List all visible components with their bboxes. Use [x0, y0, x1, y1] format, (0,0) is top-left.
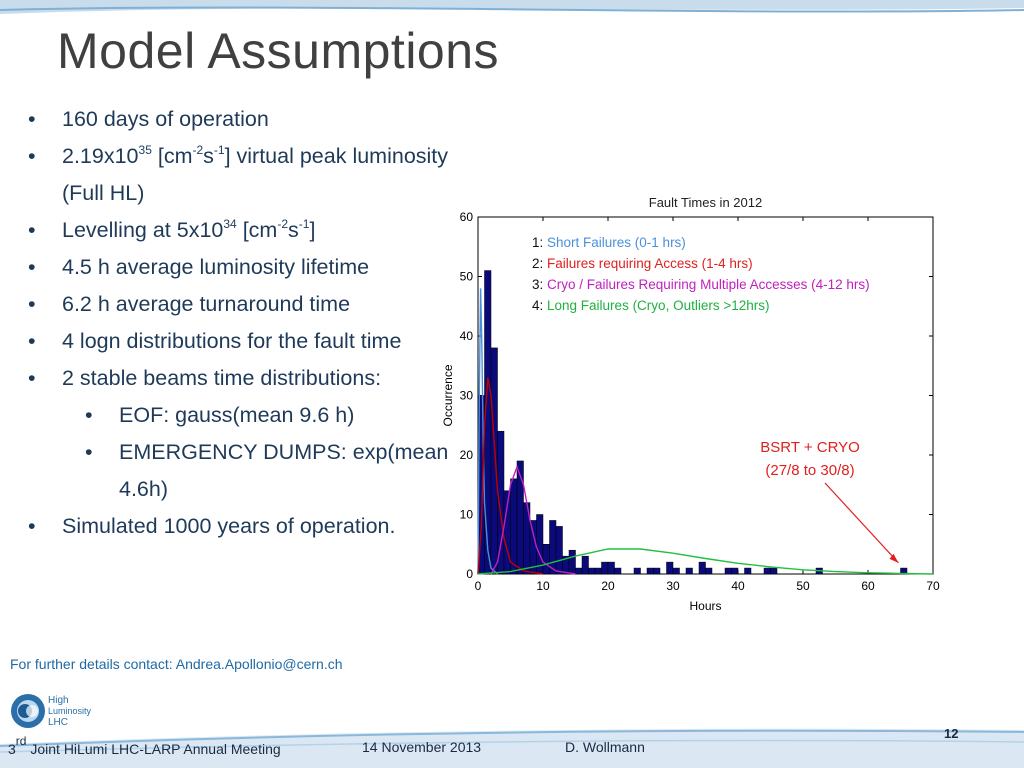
- x-tick-label: 40: [731, 579, 745, 593]
- contact-text: For further details contact: Andrea.Apol…: [10, 656, 343, 672]
- bullet-item: • 2.19x1035 [cm-2s-1] virtual peak lumino…: [28, 143, 449, 168]
- legend-entry: 4: Long Failures (Cryo, Outliers >12hrs): [532, 298, 769, 313]
- page-number: 12: [944, 726, 959, 741]
- histogram-bar: [633, 567, 641, 575]
- histogram-bar: [705, 567, 713, 575]
- y-axis-label: Occurrence: [441, 364, 455, 426]
- bullet-item: • Levelling at 5x1034 [cm-2s-1]: [28, 217, 316, 242]
- svg-text:LHC: LHC: [48, 717, 68, 728]
- histogram-bar: [510, 478, 518, 575]
- histogram-bar: [484, 270, 492, 575]
- y-tick-label: 50: [460, 270, 474, 284]
- svg-text:Luminosity: Luminosity: [48, 706, 92, 716]
- histogram-bar: [666, 561, 674, 575]
- footer-date: 14 November 2013: [362, 739, 482, 755]
- histogram-bar: [646, 567, 654, 575]
- annotation-arrow-line: [824, 482, 899, 564]
- y-tick-label: 40: [460, 329, 474, 343]
- histogram-bar: [672, 567, 680, 575]
- fit-curve: [490, 464, 576, 575]
- y-tick-label: 30: [460, 389, 474, 403]
- histogram-bar: [724, 567, 732, 575]
- y-tick-label: 10: [460, 508, 474, 522]
- x-tick-label: 20: [601, 579, 615, 593]
- x-tick-label: 50: [796, 579, 810, 593]
- sub-bullet-continuation: 4.6h): [119, 477, 169, 501]
- fit-curve: [477, 548, 934, 575]
- histogram-bar: [542, 544, 550, 575]
- histogram-bar: [594, 567, 602, 575]
- assumptions-list: • 160 days of operation • 2.19x1035 [cm-2s…: [28, 101, 448, 545]
- histogram-bar: [588, 567, 596, 575]
- histogram-bar: [601, 561, 609, 575]
- x-axis-label: Hours: [689, 599, 721, 613]
- slide-title: Model Assumptions: [57, 23, 500, 79]
- y-tick-label: 60: [460, 210, 474, 224]
- histogram-bar: [698, 561, 706, 575]
- histogram-bar: [581, 555, 589, 575]
- x-tick-label: 0: [475, 579, 482, 593]
- histogram-bar: [614, 567, 622, 575]
- footer-author: D. Wollmann: [565, 739, 645, 755]
- histogram-bar: [770, 567, 778, 575]
- histogram-bar: [653, 567, 661, 575]
- annotation-arrow-head: [889, 553, 899, 563]
- y-tick-label: 20: [460, 448, 474, 462]
- fault-times-chart: Fault Times in 2012 0 10 20 30 40 50 60 70 0 10 20 3…: [441, 195, 940, 613]
- histogram-bar: [490, 347, 498, 575]
- histogram-bar: [763, 567, 771, 575]
- bullet-continuation: (Full HL): [62, 181, 145, 205]
- annotation-line1: BSRT + CRYO: [760, 439, 860, 456]
- histogram-bar: [744, 567, 752, 575]
- histogram-bar: [607, 561, 615, 575]
- bullet-item: • 4.5 h average luminosity lifetime: [28, 255, 370, 279]
- x-tick-label: 10: [536, 579, 550, 593]
- legend-entry: 1: Short Failures (0-1 hrs): [532, 235, 686, 250]
- annotation-line2: (27/8 to 30/8): [765, 462, 854, 479]
- bullet-item: • 160 days of operation: [28, 107, 269, 131]
- footer-meeting: 3rd Joint HiLumi LHC-LARP Annual Meeting: [8, 734, 281, 757]
- histogram-bar: [731, 567, 739, 575]
- x-tick-label: 30: [666, 579, 680, 593]
- fit-curve: [477, 377, 544, 575]
- y-tick-label: 0: [466, 567, 473, 581]
- sub-bullet-item: • EMERGENCY DUMPS: exp(mean: [85, 440, 449, 464]
- x-tick-label: 70: [926, 579, 940, 593]
- sub-bullet-item: • EOF: gauss(mean 9.6 h): [85, 403, 355, 427]
- bottom-decor-band: [0, 728, 1024, 768]
- histogram-bar: [685, 567, 693, 575]
- legend-entry: 3: Cryo / Failures Requiring Multiple Ac…: [532, 277, 870, 292]
- histogram-bar: [575, 567, 583, 575]
- histogram-bar: [555, 526, 563, 575]
- legend-entry: 2: Failures requiring Access (1-4 hrs): [532, 256, 753, 271]
- fit-curve: [477, 288, 498, 575]
- x-tick-label: 60: [861, 579, 875, 593]
- hilumi-logo: High Luminosity LHC: [11, 694, 92, 728]
- histogram-bar: [516, 460, 524, 575]
- bullet-item: • 6.2 h average turnaround time: [28, 292, 351, 316]
- histogram-bar: [568, 549, 576, 575]
- bullet-item: • 2 stable beams time distributions:: [28, 366, 382, 390]
- bullet-item: • Simulated 1000 years of operation.: [28, 514, 396, 538]
- histogram-bar: [549, 520, 557, 575]
- svg-text:High: High: [48, 695, 69, 706]
- chart-title: Fault Times in 2012: [649, 195, 762, 210]
- bullet-item: • 4 logn distributions for the fault time: [28, 329, 402, 353]
- top-decor-band: [0, 0, 1024, 14]
